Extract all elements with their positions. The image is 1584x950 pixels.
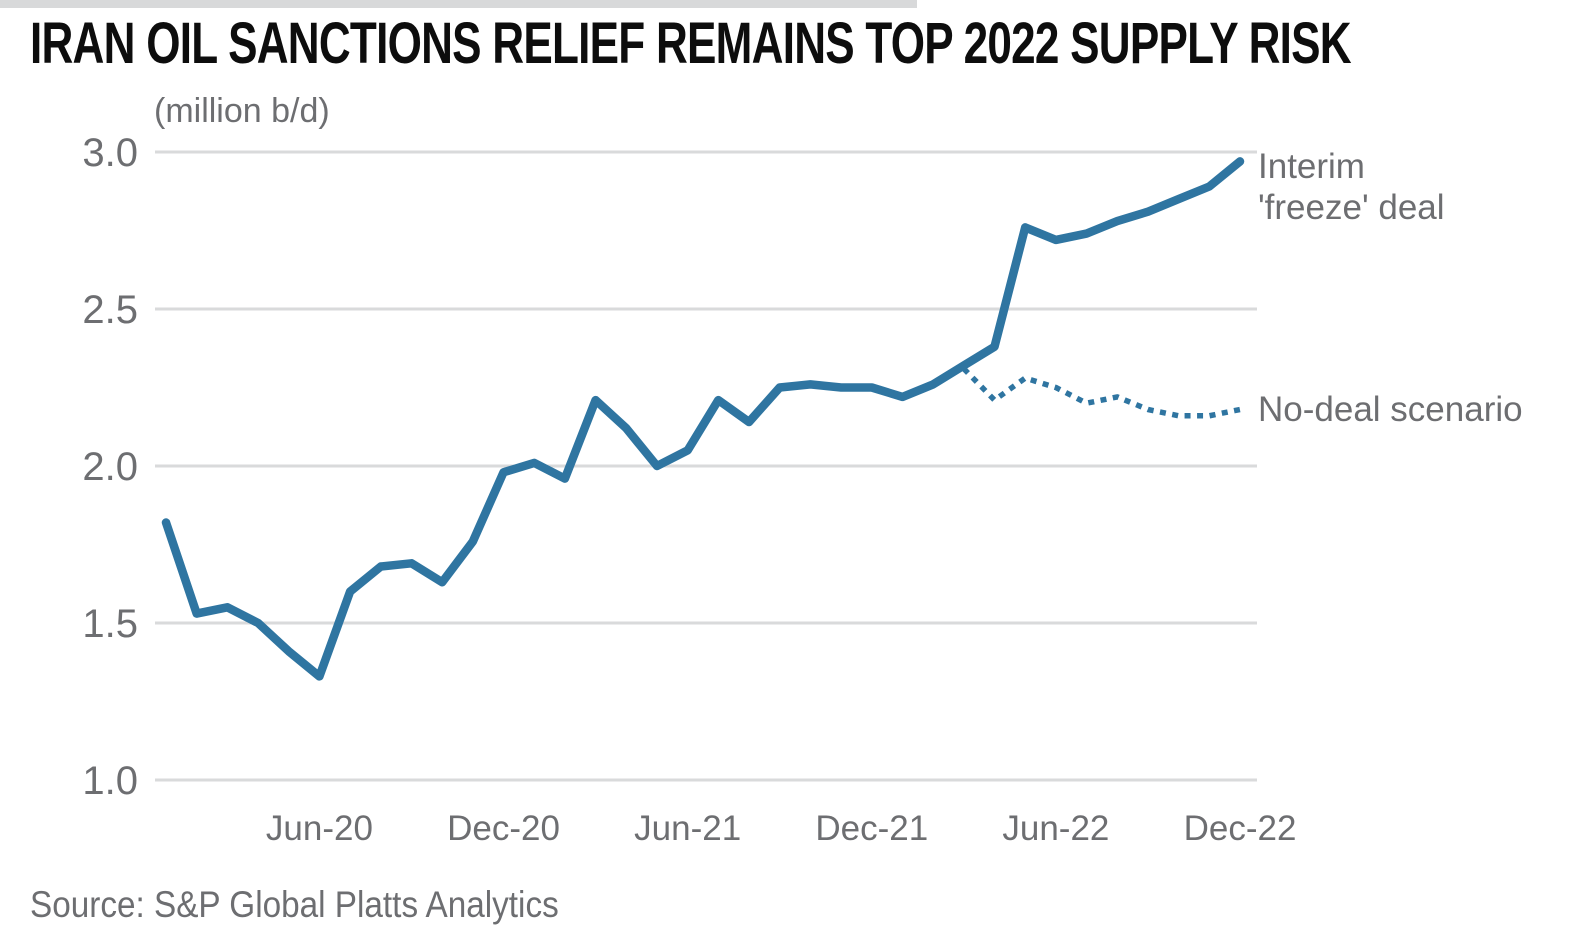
series-label-no-deal-scenario: No-deal scenario [1258, 389, 1523, 430]
y-axis-tick-label: 2.5 [82, 288, 138, 332]
series-label-line: Interim [1258, 147, 1365, 186]
y-axis-tick-label: 2.0 [82, 445, 138, 489]
x-axis-tick-label: Jun-20 [266, 809, 373, 848]
series-line-interim-freeze-deal [161, 157, 1245, 681]
y-axis-tick-label: 1.0 [82, 759, 138, 803]
x-axis-tick-label: Dec-21 [815, 809, 928, 848]
y-axis-tick-label: 1.5 [82, 602, 138, 646]
x-axis-tick-label: Dec-22 [1184, 809, 1297, 848]
x-axis-tick-label: Jun-22 [1002, 809, 1109, 848]
x-axis-tick-label: Jun-21 [634, 809, 741, 848]
y-axis-unit-label: (million b/d) [154, 92, 330, 130]
series-line-no-deal-scenario [961, 366, 1241, 419]
source-note: Source: S&P Global Platts Analytics [30, 884, 559, 925]
series-label-line: No-deal scenario [1258, 390, 1523, 429]
x-axis-tick-label: Dec-20 [447, 809, 560, 848]
y-axis-tick-label: 3.0 [82, 131, 138, 175]
series-label-interim-freeze-deal: Interim 'freeze' deal [1258, 146, 1445, 229]
top-accent-bar [0, 0, 917, 8]
chart-title: IRAN OIL SANCTIONS RELIEF REMAINS TOP 20… [30, 11, 1352, 76]
series-label-line: 'freeze' deal [1258, 188, 1445, 228]
